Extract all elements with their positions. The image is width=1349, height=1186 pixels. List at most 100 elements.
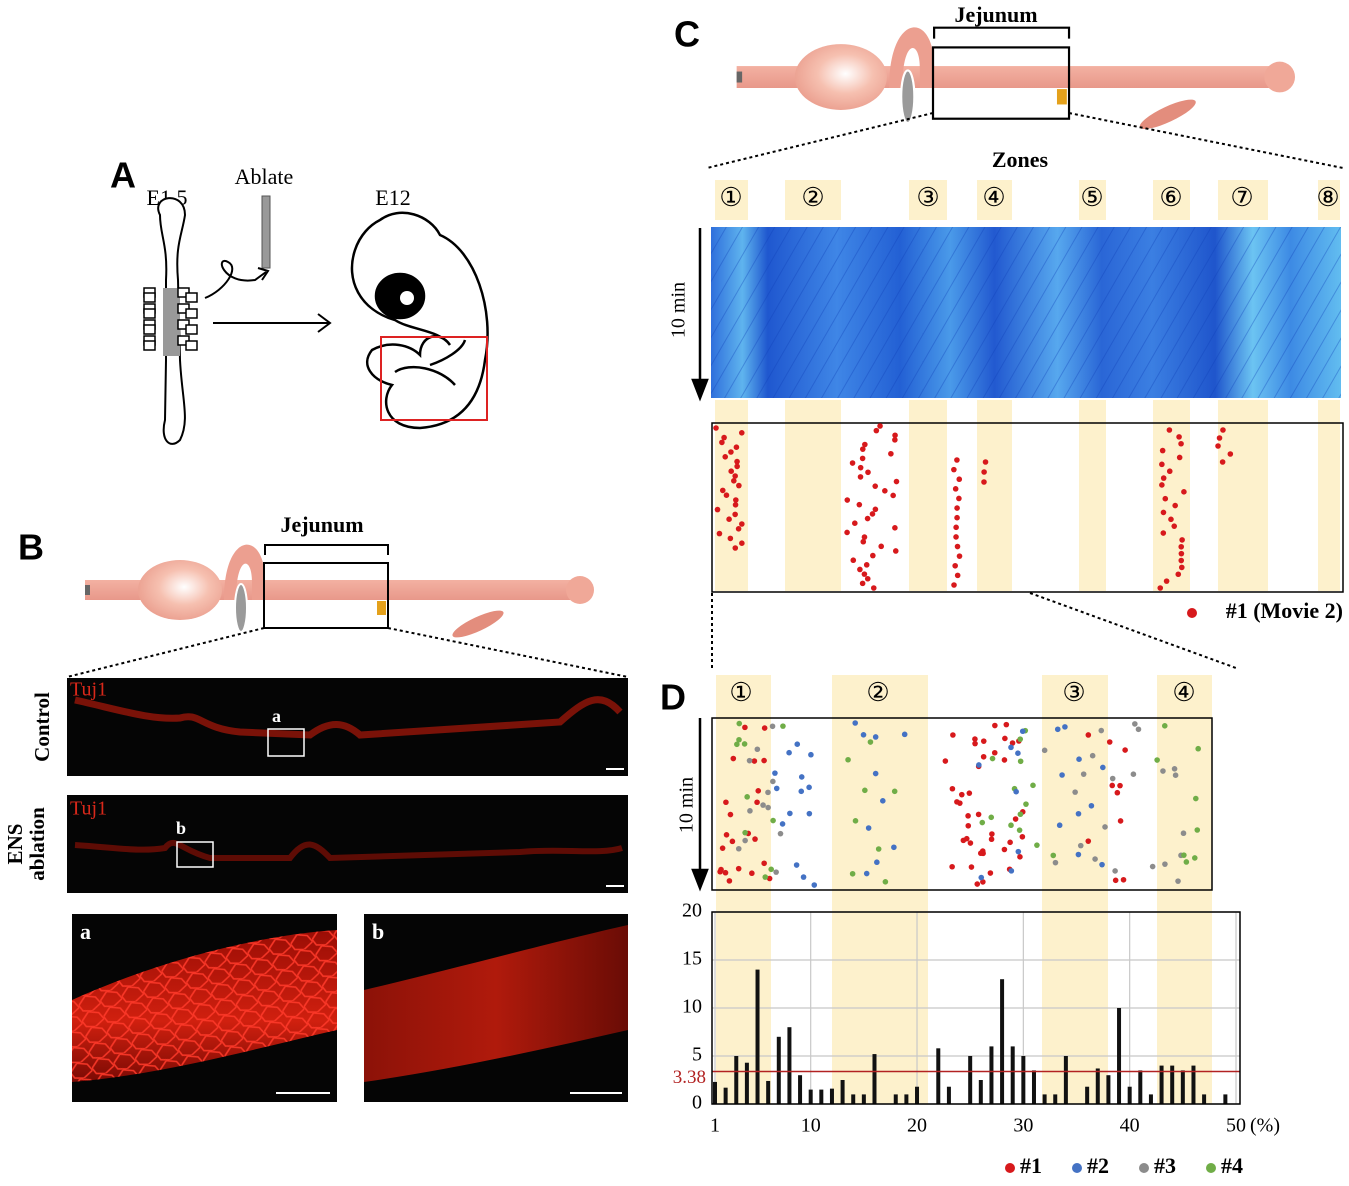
procedure-label: Ablate <box>235 164 294 189</box>
event-dot <box>749 870 755 877</box>
legend-marker <box>1072 1163 1082 1173</box>
dot-plot-frame <box>711 422 1344 593</box>
event-dot <box>760 802 766 808</box>
bar <box>1053 1094 1058 1104</box>
bar <box>1010 1046 1015 1104</box>
event-dot <box>735 526 742 532</box>
event-dot <box>1149 863 1156 870</box>
event-dot <box>852 720 859 726</box>
event-dot <box>747 808 753 814</box>
inset-box <box>267 728 305 757</box>
event-dot <box>859 446 866 452</box>
event-dot <box>1168 516 1174 523</box>
event-dot <box>1003 721 1010 728</box>
zone-band <box>785 180 841 220</box>
event-dot <box>888 450 894 457</box>
bar <box>1159 1065 1164 1104</box>
event-dot <box>1176 454 1183 461</box>
event-dot <box>1227 451 1234 457</box>
event-dot <box>1023 801 1029 807</box>
event-dot <box>728 449 734 455</box>
event-dot <box>862 441 868 448</box>
micrograph <box>67 795 628 893</box>
event-dot <box>952 562 958 569</box>
panel-label: D <box>660 677 686 718</box>
zone-label: ④ <box>1172 678 1195 707</box>
event-dot <box>1179 537 1185 543</box>
event-dot <box>890 492 896 499</box>
event-dot <box>1194 827 1201 833</box>
bar <box>1138 1070 1143 1104</box>
event-dot <box>742 829 748 836</box>
zone-band <box>1079 180 1106 220</box>
zoom-lines <box>66 627 629 678</box>
event-dot <box>952 486 959 492</box>
event-dot <box>1016 827 1023 833</box>
event-dot <box>980 738 987 744</box>
event-dot <box>733 497 739 503</box>
event-dot <box>1192 795 1199 802</box>
event-dot <box>877 423 883 429</box>
event-dot <box>1161 723 1168 729</box>
event-dot <box>736 736 742 743</box>
event-dot <box>719 439 725 446</box>
event-dot <box>863 870 870 877</box>
event-dot <box>1109 782 1116 789</box>
event-dot <box>1178 550 1185 557</box>
event-dot <box>844 529 850 536</box>
event-dot <box>989 831 995 837</box>
zone-label: ② <box>866 678 889 707</box>
event-dot <box>1017 758 1024 765</box>
stain-label: Tuj1 <box>70 798 107 820</box>
row-label: ENS ablation <box>3 807 49 881</box>
event-dot <box>779 821 786 827</box>
zone-label: ③ <box>916 183 939 212</box>
bar <box>744 1062 749 1104</box>
inset-box <box>176 841 214 868</box>
event-dot <box>892 437 898 443</box>
bar <box>1106 1075 1111 1104</box>
segment-label: Jejunum <box>280 512 363 537</box>
bar <box>978 1080 983 1104</box>
panel-label: C <box>674 14 700 55</box>
event-dot <box>976 762 982 768</box>
event-dot <box>1176 434 1182 440</box>
event-dot <box>1085 838 1092 844</box>
somite <box>143 340 156 351</box>
row-label: Control <box>30 692 54 762</box>
time-arrow <box>691 718 709 892</box>
inset-label: a <box>272 706 281 726</box>
event-dot <box>1099 861 1105 868</box>
event-dot <box>950 732 956 738</box>
event-dot <box>770 778 776 785</box>
time-label: 10 min <box>668 282 690 338</box>
zone-band <box>1318 400 1340 591</box>
somite <box>185 340 198 351</box>
event-dot <box>857 474 864 480</box>
bar <box>755 969 760 1104</box>
bar <box>840 1080 845 1104</box>
zone-band <box>1318 180 1340 220</box>
event-dot <box>979 819 986 826</box>
legend-label: #4 <box>1221 1153 1243 1178</box>
event-dot <box>882 878 889 885</box>
event-dot <box>1120 876 1127 883</box>
event-dot <box>977 850 984 857</box>
event-dot <box>978 874 985 881</box>
event-dot <box>787 810 793 817</box>
bar <box>734 1056 739 1104</box>
event-dot <box>762 874 769 880</box>
event-dot <box>1181 489 1187 495</box>
zone-label: ⑧ <box>1316 183 1339 212</box>
event-dot <box>1009 740 1016 746</box>
event-dot <box>727 535 734 542</box>
event-dot <box>742 837 748 844</box>
event-dot <box>1195 745 1201 752</box>
somite <box>185 324 198 335</box>
bar <box>872 1054 877 1104</box>
event-dot <box>951 582 957 588</box>
legend-marker <box>1005 1163 1015 1173</box>
event-dot <box>1178 557 1185 564</box>
zone-label: ⑦ <box>1230 183 1253 212</box>
